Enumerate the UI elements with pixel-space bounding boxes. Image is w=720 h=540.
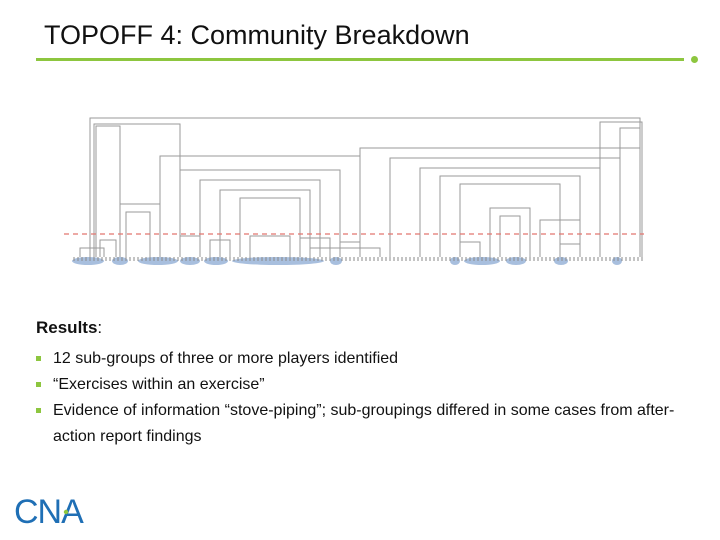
results-list: 12 sub-groups of three or more players i…: [36, 346, 686, 450]
dendrogram-merge: [95, 125, 121, 257]
slide-title: TOPOFF 4: Community Breakdown: [44, 20, 470, 50]
dendrogram-merge: [93, 123, 181, 257]
dendrogram-merge: [119, 203, 161, 257]
dendrogram-merge: [219, 189, 311, 257]
dendrogram-merge: [499, 215, 521, 257]
bullet-text: “Exercises within an exercise”: [53, 376, 265, 393]
dendrogram-merge: [389, 157, 621, 257]
title-rule-dot: [691, 56, 698, 63]
dendrogram-merge: [439, 175, 581, 257]
results-colon: :: [97, 318, 103, 337]
dendrogram-merge: [179, 235, 201, 257]
dendrogram-merge: [249, 235, 291, 257]
cluster-highlight: [204, 257, 228, 265]
dendrogram-leaves: [73, 257, 643, 261]
results-label: Results: [36, 318, 98, 337]
cluster-highlight: [330, 257, 342, 265]
dendrogram-merge: [199, 179, 321, 257]
dendrogram-merge: [339, 241, 361, 257]
dendrogram-merge: [79, 247, 105, 257]
cluster-highlight: [112, 257, 128, 265]
dendrogram-figure: [64, 117, 644, 265]
cluster-highlight: [72, 257, 104, 265]
title-rule: [36, 58, 684, 61]
dendrogram-merge: [599, 121, 643, 257]
list-item: “Exercises within an exercise”: [36, 372, 686, 398]
dendrogram-merge: [419, 167, 601, 257]
dendrogram-merge: [309, 247, 381, 257]
dendrogram-merge: [179, 169, 341, 257]
dendrogram-merge: [209, 239, 231, 257]
cluster-highlight: [506, 257, 526, 265]
bullet-text: Evidence of information “stove-piping”; …: [53, 402, 675, 445]
dendrogram-merge: [539, 219, 581, 257]
results-heading: Results:: [36, 318, 102, 338]
svg-text:CNA: CNA: [14, 493, 84, 528]
list-item: Evidence of information “stove-piping”; …: [36, 398, 686, 450]
dendrogram-merge: [89, 117, 641, 257]
dendrogram-merge: [489, 207, 531, 257]
dendrogram-merge: [559, 243, 581, 257]
square-bullet-icon: [36, 382, 41, 387]
square-bullet-icon: [36, 356, 41, 361]
square-bullet-icon: [36, 408, 41, 413]
dendrogram-lines: [79, 117, 643, 257]
cna-logo-icon: CNA: [14, 493, 85, 528]
dendrogram-merge: [239, 197, 301, 257]
bullet-text: 12 sub-groups of three or more players i…: [53, 350, 399, 367]
dendrogram-merge: [459, 241, 481, 257]
dendrogram-merge: [619, 127, 641, 257]
list-item: 12 sub-groups of three or more players i…: [36, 346, 686, 372]
